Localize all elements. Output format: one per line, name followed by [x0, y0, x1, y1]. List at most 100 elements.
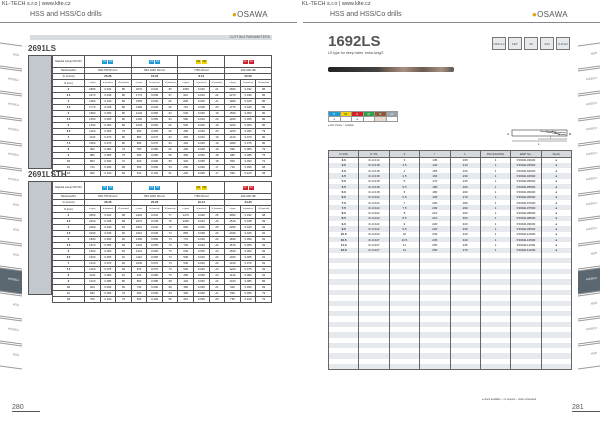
unit-row: D (mm) n (rpm) fz (mm/rev) Vf (mm/min) n (rp… [52, 205, 272, 213]
empty-cell [540, 279, 573, 285]
unit-header: Vf (mm/min) [115, 205, 132, 213]
value-cell: 760 [224, 296, 241, 303]
empty-row [327, 284, 573, 290]
material-legend: ● first choice ○ suitable [328, 124, 354, 127]
material-badge: P3 [149, 186, 155, 190]
empty-cell [540, 316, 573, 322]
empty-row [327, 316, 573, 322]
materialGroupCell: P3 P4 [130, 55, 179, 68]
empty-row [327, 300, 573, 306]
sidebar-tab[interactable]: HSS [578, 42, 600, 70]
sidebar-tab[interactable]: HSS [0, 217, 22, 245]
table-cell: ● [540, 162, 573, 169]
empty-row [327, 268, 573, 275]
sidebar-tab[interactable]: HSS [0, 42, 22, 70]
sidebar-tab[interactable]: HSS/Co [0, 67, 22, 95]
empty-row [327, 305, 573, 312]
sidebar-tab[interactable]: HSS/Co [0, 317, 22, 345]
sidebar-tab[interactable]: HSS/Co [578, 92, 600, 120]
column-header: l [419, 150, 451, 158]
table-cell: ● [540, 194, 573, 200]
section-title-right: HSS and HSS/Co drills [330, 11, 402, 18]
unit-header: fz (mm/rev) [193, 79, 210, 87]
row-label: D (mm) [52, 79, 85, 87]
sidebar-tab[interactable]: HSS [0, 342, 22, 370]
sidebar-tab[interactable]: HSS/Co [578, 217, 600, 245]
empty-row [327, 321, 573, 327]
table-row: 3.5 2610 0.038 99 2070 0.038 79 1090 0.024 26 2610… [52, 218, 272, 225]
cutting-table: Material Group ISO 513 P1 P2 P3 P4 M1 M2 K1 K2 Ha… [52, 181, 272, 303]
table-cell: ● [540, 226, 573, 232]
table-row: 12.0 0/-0.027 12 250 370 1 P1692L12000 ● [327, 247, 573, 253]
sidebar-tab[interactable]: HSS/Co [578, 67, 600, 95]
empty-cell [540, 289, 573, 296]
value-cell: 51 [161, 170, 179, 177]
feature-icon: h8 [524, 37, 538, 50]
brand-logo-left: ●OSAWA [232, 10, 268, 19]
sidebar-tab[interactable]: HSS/Co [578, 142, 600, 170]
drill-dimension-diagram: d D l L [507, 129, 572, 146]
unit-header: n (rpm) [224, 205, 241, 213]
sidebar-tab[interactable]: HSS/Co [578, 192, 600, 220]
unit-header: fz (mm/rev) [99, 79, 117, 87]
sidebar-tab[interactable]: HSS/Co [578, 167, 600, 195]
empty-cell [540, 332, 573, 338]
table-row: 8 990 0.080 79 780 0.080 62 400 0.048 19 990 0.080 7… [52, 146, 272, 153]
drill-image [328, 67, 454, 72]
table-row: 5.5 0/-0.018 5.5 180 260 1 P1692L05500 ● [327, 183, 573, 190]
sidebar-tab[interactable]: HSS/Co [0, 167, 22, 195]
diameter-cell: 12 [52, 296, 85, 303]
feature-icon: HSS-Co [492, 37, 506, 50]
table-row: 5 1830 0.050 92 1450 0.050 73 770 0.030 23 1830 0.0… [52, 236, 272, 243]
sidebar-tab[interactable]: HSS/Co [0, 267, 22, 295]
empty-row [327, 258, 573, 264]
table-cell: ● [540, 157, 573, 163]
table-title: 2691LSTH [28, 170, 67, 179]
table-row: 6.0 0/-0.018 6 180 260 1 P1692L06000 ● [327, 189, 573, 195]
empty-cell [540, 268, 573, 275]
table-row: 6.5 0/-0.022 6.5 195 270 1 P1692L06500 ● [327, 194, 573, 200]
label-D: D [569, 132, 572, 136]
table-row: 3.5 2270 0.038 86 1770 0.038 67 910 0.024 22 2270 0… [52, 92, 272, 99]
table-row: 3 2650 0.032 85 2070 0.032 66 1060 0.020 21 2650 0.… [52, 86, 272, 93]
table-cell: ● [540, 199, 573, 206]
empty-cell [540, 274, 573, 280]
sidebar-tab[interactable]: HSS/Co [0, 142, 22, 170]
table-cell: ● [540, 183, 573, 190]
header-row: Vc (m/min) 26-30 20-26 10-14 24-30 [52, 199, 272, 206]
table-cell: ● [540, 242, 573, 248]
unit-header: Vf (mm/min) [161, 79, 179, 87]
value-cell: 760 [84, 296, 101, 303]
sidebar-tab[interactable]: HSS [578, 242, 600, 270]
value-cell: 76 [115, 296, 132, 303]
column-header: D Tol. [358, 150, 390, 158]
sidebar-tab[interactable]: HSS [0, 242, 22, 270]
unit-header: n (rpm) [177, 205, 195, 213]
empty-row [327, 274, 573, 280]
value-cell: 0.100 [99, 170, 117, 177]
sidebar-tab[interactable]: HSS [0, 192, 22, 220]
sidebar-tab[interactable]: HSS/Co [0, 117, 22, 145]
material-badge: M1 [195, 186, 201, 190]
unit-header: Vf (mm/min) [255, 205, 272, 213]
sidebar-tab[interactable]: HSS [578, 342, 600, 370]
sidebar-tab[interactable]: HSS/Co [578, 117, 600, 145]
table-row: 4 1990 0.040 80 1550 0.040 62 800 0.026 21 1990 0.0… [52, 98, 272, 105]
empty-row [327, 279, 573, 285]
empty-row [327, 263, 573, 269]
sidebar-tab[interactable]: HSS [578, 292, 600, 320]
value-cell: 310 [177, 296, 195, 303]
empty-row [327, 327, 573, 333]
materialGroupCell: M1 M2 [177, 55, 226, 68]
sidebar-tab[interactable]: HSS/Co [578, 267, 600, 295]
material-badge: P1 [102, 186, 108, 190]
value-cell: 510 [130, 170, 148, 177]
empty-cell [540, 364, 573, 370]
materialGroupCell: P1 P2 [84, 181, 132, 194]
sidebar-tab[interactable]: HSS [0, 292, 22, 320]
column-header: L [449, 150, 481, 158]
table-cell: ● [540, 173, 573, 179]
sidebar-tab[interactable]: HSS/Co [578, 317, 600, 345]
sidebar-tab[interactable]: HSS/Co [0, 92, 22, 120]
table-row: 3.5 0/-0.018 3.5 140 210 1 P1692L03500 ● [327, 162, 573, 169]
